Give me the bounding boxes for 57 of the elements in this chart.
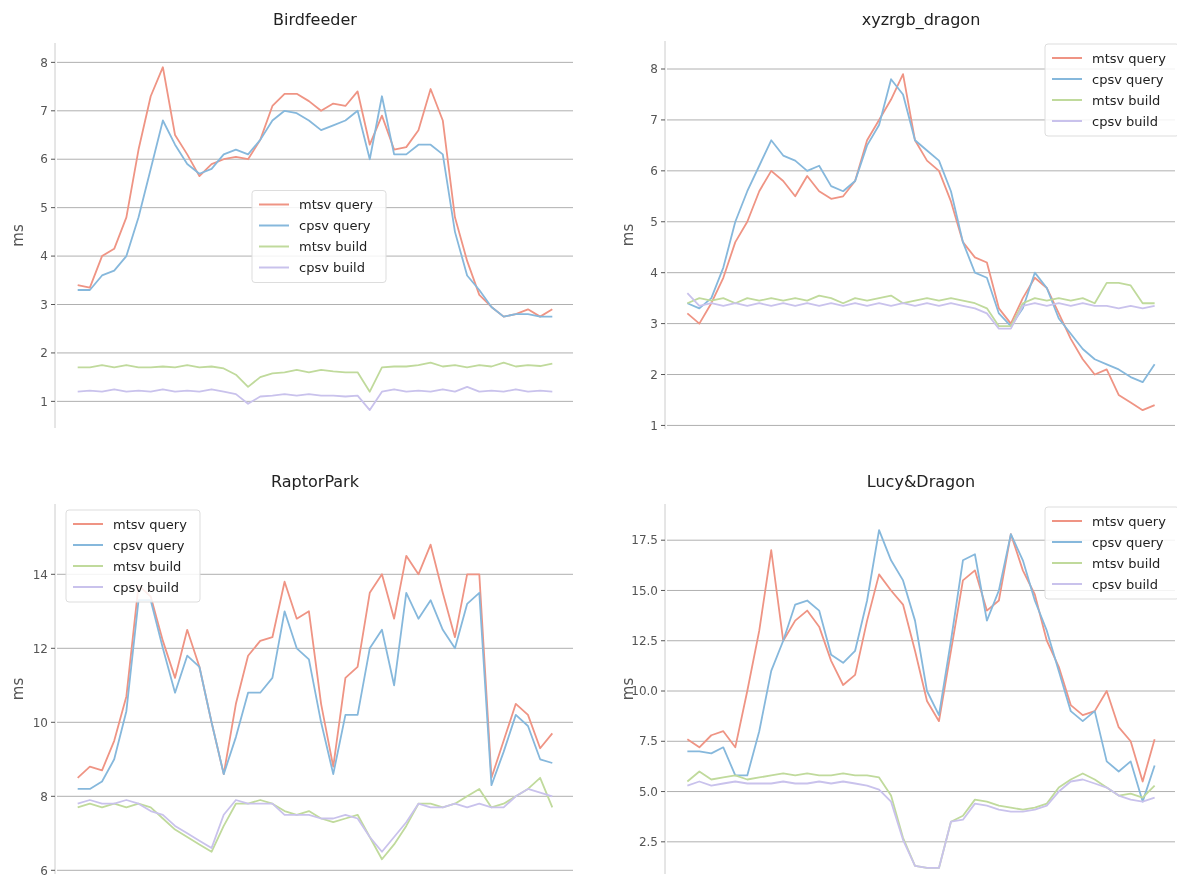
y-tick-label: 1 — [650, 418, 658, 433]
legend-label: cpsv build — [113, 579, 179, 595]
y-tick-label: 5.0 — [638, 784, 658, 799]
line-series — [76, 776, 554, 861]
chart-title: Lucy&Dragon — [866, 472, 976, 491]
line-series — [686, 292, 1156, 330]
y-tick-label: 3 — [40, 297, 48, 312]
chart-title: xyzrgb_dragon — [861, 10, 981, 30]
y-axis-title: ms — [9, 677, 27, 701]
y-tick-label: 2 — [40, 346, 48, 361]
legend-label: cpsv query — [1092, 71, 1164, 87]
legend-label: mtsv query — [299, 197, 374, 212]
y-tick-label: 6 — [650, 164, 658, 179]
y-tick-label: 4 — [40, 249, 48, 264]
y-tick-label: 6 — [40, 152, 48, 167]
y-tick-label: 10 — [32, 715, 48, 730]
line-series — [76, 788, 554, 853]
y-tick-label: 12 — [32, 641, 48, 656]
y-axis-title: ms — [619, 223, 637, 247]
chart-title: Birdfeeder — [273, 10, 358, 29]
y-tick-label: 4 — [650, 265, 658, 280]
legend-label: cpsv query — [1092, 534, 1164, 550]
legend-label: cpsv query — [113, 537, 185, 553]
line-series — [76, 361, 554, 393]
line-series — [686, 281, 1156, 328]
y-tick-label: 17.5 — [631, 533, 658, 548]
legend-label: mtsv build — [1092, 555, 1161, 571]
y-tick-label: 12.5 — [631, 633, 658, 648]
line-series — [76, 385, 554, 411]
legend-label: cpsv query — [299, 218, 371, 233]
y-tick-label: 15.0 — [631, 583, 658, 598]
y-axis-title: ms — [9, 224, 27, 247]
y-tick-label: 1 — [40, 394, 48, 409]
legend-label: mtsv build — [299, 239, 368, 254]
y-tick-label: 3 — [650, 316, 658, 331]
y-tick-label: 2 — [650, 367, 658, 382]
y-tick-label: 6 — [40, 863, 48, 878]
y-tick-label: 7 — [40, 104, 48, 118]
y-tick-label: 7 — [650, 113, 658, 128]
y-tick-label: 2.5 — [638, 835, 658, 850]
legend-label: mtsv query — [1092, 513, 1167, 529]
line-series — [76, 543, 554, 779]
legend-label: cpsv build — [299, 260, 365, 275]
legend-label: mtsv query — [113, 516, 188, 532]
legend-label: mtsv query — [1092, 50, 1167, 66]
legend-label: cpsv build — [1092, 113, 1158, 129]
y-tick-label: 5 — [650, 214, 658, 229]
y-tick-label: 7.5 — [638, 734, 658, 749]
chart-title: RaptorPark — [271, 472, 360, 491]
legend-label: mtsv build — [113, 558, 182, 574]
legend-label: mtsv build — [1092, 92, 1161, 108]
y-tick-label: 14 — [32, 567, 48, 582]
y-tick-label: 8 — [40, 789, 48, 804]
y-tick-label: 8 — [40, 55, 48, 70]
legend-label: cpsv build — [1092, 576, 1158, 592]
y-tick-label: 5 — [40, 200, 48, 215]
y-tick-label: 8 — [650, 62, 658, 77]
